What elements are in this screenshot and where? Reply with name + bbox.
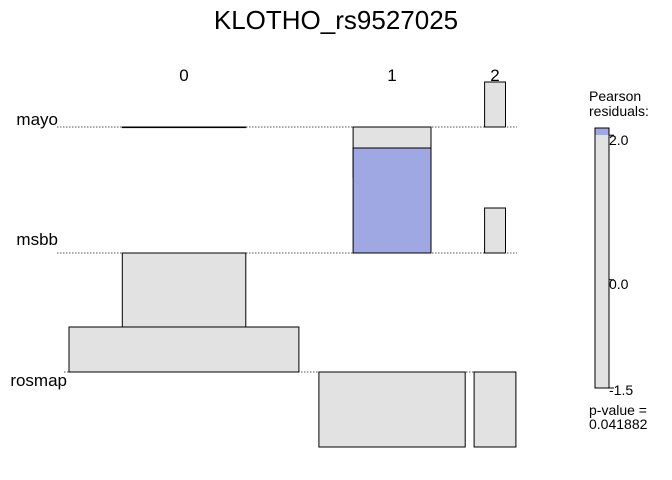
cell-mayo-0 [121, 126, 247, 129]
chart-title: KLOTHO_rs9527025 [214, 5, 458, 35]
legend-max-label: 2.0 [609, 132, 629, 148]
cell-msbb-0 [121, 252, 247, 329]
row-label-mayo: mayo [16, 110, 58, 129]
row-label-msbb: msbb [16, 230, 58, 249]
residual-cells [68, 81, 517, 448]
cell-msbb-1 [352, 147, 432, 254]
row-label-rosmap: rosmap [10, 371, 67, 390]
legend-color-bar [594, 127, 614, 389]
cell-rosmap-2 [473, 371, 517, 448]
legend-title-line1: Pearson [589, 88, 641, 104]
legend-mid-label: 0.0 [609, 276, 629, 292]
cell-rosmap-1 [318, 371, 466, 448]
legend-positive-band [595, 128, 609, 136]
pvalue-label: p-value = [589, 402, 647, 418]
cell-msbb-2 [484, 207, 507, 254]
legend-neutral-band [595, 135, 609, 388]
column-label-0: 0 [179, 66, 188, 85]
legend-title-line2: residuals: [589, 103, 649, 119]
legend-bar-outline [594, 127, 610, 389]
column-label-1: 1 [387, 66, 396, 85]
pvalue-value: 0.041882 [589, 416, 648, 432]
cell-rosmap-0 [68, 326, 300, 373]
legend: Pearson residuals: 2.0 0.0 -1.5 p-value … [589, 88, 649, 432]
column-label-2: 2 [490, 66, 499, 85]
legend-min-label: -1.5 [609, 382, 633, 398]
cell-mayo-2 [484, 81, 507, 128]
